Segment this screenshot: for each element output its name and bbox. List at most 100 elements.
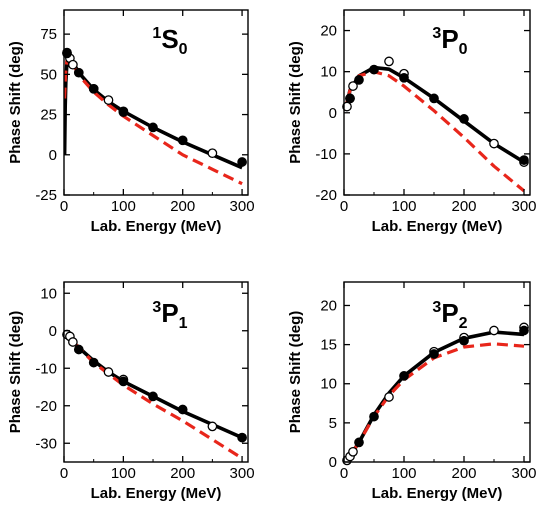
filled-data-point xyxy=(177,135,188,146)
y-tick-label: 0 xyxy=(49,323,57,340)
open-data-point xyxy=(68,59,78,70)
filled-data-point xyxy=(73,67,84,78)
filled-data-point xyxy=(519,325,529,336)
y-tick-label: 0 xyxy=(49,147,57,164)
open-data-point xyxy=(348,446,358,457)
filled-data-point xyxy=(148,391,158,402)
dashed-curve xyxy=(64,56,243,186)
title-subscript: 2 xyxy=(459,315,468,332)
x-tick-label: 300 xyxy=(230,198,255,215)
filled-data-point xyxy=(237,432,247,443)
y-tick-label: 20 xyxy=(320,23,337,40)
plot-frame xyxy=(343,9,531,196)
panel-title: 3P2 xyxy=(432,298,467,332)
filled-data-point xyxy=(177,404,188,415)
y-tick-label: -20 xyxy=(315,187,337,204)
x-axis-label: Lab. Energy (MeV) xyxy=(91,218,222,235)
open-data-point xyxy=(207,421,218,432)
y-axis-label: Phase Shift (deg) xyxy=(287,311,304,434)
x-tick-label: 200 xyxy=(170,465,195,482)
y-tick-label: 0 xyxy=(329,105,337,122)
panel-1: 0 100 200 300 -20 -10 0 10 20 Lab. Energy (MeV) Ph… xyxy=(287,9,537,235)
title-main: P xyxy=(441,298,458,328)
y-tick-label: -10 xyxy=(315,146,337,163)
filled-data-point xyxy=(399,72,409,83)
plot-frame xyxy=(63,281,249,463)
x-tick-label: 0 xyxy=(340,198,348,215)
title-superscript: 1 xyxy=(152,25,161,42)
panel-title: 1S0 xyxy=(152,24,187,58)
y-tick-label: -25 xyxy=(35,187,57,204)
plot-frame xyxy=(63,9,249,196)
panel-title: 3P0 xyxy=(432,24,467,58)
filled-data-point xyxy=(345,93,355,104)
filled-data-point xyxy=(237,157,247,167)
x-tick-label: 100 xyxy=(111,465,136,482)
x-axis-label: Lab. Energy (MeV) xyxy=(91,485,222,502)
open-data-point xyxy=(103,95,114,105)
x-tick-label: 300 xyxy=(511,465,536,482)
title-superscript: 3 xyxy=(432,25,441,42)
x-axis-label: Lab. Energy (MeV) xyxy=(372,485,503,502)
filled-data-point xyxy=(369,411,379,422)
dashed-curve xyxy=(344,70,526,193)
plot-frame xyxy=(343,281,531,463)
filled-data-point xyxy=(459,114,469,124)
solid-curve xyxy=(344,65,525,164)
open-data-point xyxy=(103,367,114,377)
y-tick-label: 10 xyxy=(320,64,337,81)
panel-2: 0 100 200 300 -30 -20 -10 0 10 Lab. Energy (MeV) P… xyxy=(7,281,255,502)
open-data-point xyxy=(489,325,499,336)
title-subscript: 1 xyxy=(179,315,188,332)
y-tick-label: 50 xyxy=(40,66,57,83)
open-data-point xyxy=(384,392,394,402)
y-axis-label: Phase Shift (deg) xyxy=(7,311,24,434)
x-tick-label: 200 xyxy=(451,198,476,215)
solid-curve xyxy=(64,329,243,440)
x-tick-label: 300 xyxy=(230,465,255,482)
title-superscript: 3 xyxy=(432,299,441,316)
y-tick-label: -20 xyxy=(35,398,57,415)
x-tick-label: 200 xyxy=(451,465,476,482)
panel-title: 3P1 xyxy=(152,298,187,332)
x-tick-label: 100 xyxy=(111,198,136,215)
filled-data-point xyxy=(62,48,72,59)
open-data-point xyxy=(348,81,358,91)
panel-3: 0 100 200 300 0 5 10 15 20 Lab. Energy (MeV) Phase… xyxy=(287,281,537,502)
x-tick-label: 100 xyxy=(391,465,416,482)
x-tick-label: 300 xyxy=(511,198,536,215)
open-data-point xyxy=(384,56,394,67)
filled-data-point xyxy=(88,357,99,368)
y-tick-label: 0 xyxy=(329,454,337,471)
x-tick-label: 100 xyxy=(391,198,416,215)
y-tick-label: 10 xyxy=(320,376,337,393)
y-tick-label: 5 xyxy=(329,415,337,432)
filled-data-point xyxy=(73,344,84,355)
y-tick-label: 75 xyxy=(40,26,57,43)
title-subscript: 0 xyxy=(459,41,468,58)
open-data-point xyxy=(489,138,499,149)
filled-data-point xyxy=(519,155,529,165)
title-main: S xyxy=(161,24,178,54)
open-data-point xyxy=(207,148,218,159)
title-main: P xyxy=(161,298,178,328)
title-main: P xyxy=(441,24,458,54)
filled-data-point xyxy=(429,349,439,359)
dashed-curve xyxy=(344,342,525,462)
x-tick-label: 0 xyxy=(60,198,68,215)
y-tick-label: -10 xyxy=(35,360,57,377)
y-tick-label: 15 xyxy=(320,337,337,354)
filled-data-point xyxy=(88,83,99,94)
y-tick-label: 10 xyxy=(40,285,57,302)
y-tick-label: 20 xyxy=(320,297,337,314)
filled-data-point xyxy=(354,75,364,85)
open-data-point xyxy=(68,337,78,347)
filled-data-point xyxy=(429,93,439,104)
open-data-point xyxy=(342,101,352,112)
x-tick-label: 200 xyxy=(170,198,195,215)
filled-data-point xyxy=(118,107,129,118)
title-superscript: 3 xyxy=(152,299,161,316)
x-tick-label: 0 xyxy=(60,465,68,482)
y-tick-label: 25 xyxy=(40,107,57,124)
